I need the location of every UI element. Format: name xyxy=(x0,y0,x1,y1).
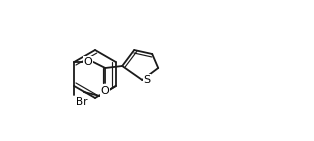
Text: O: O xyxy=(84,57,93,67)
Text: Br: Br xyxy=(77,97,88,107)
Text: O: O xyxy=(101,86,110,96)
Text: S: S xyxy=(143,75,151,85)
